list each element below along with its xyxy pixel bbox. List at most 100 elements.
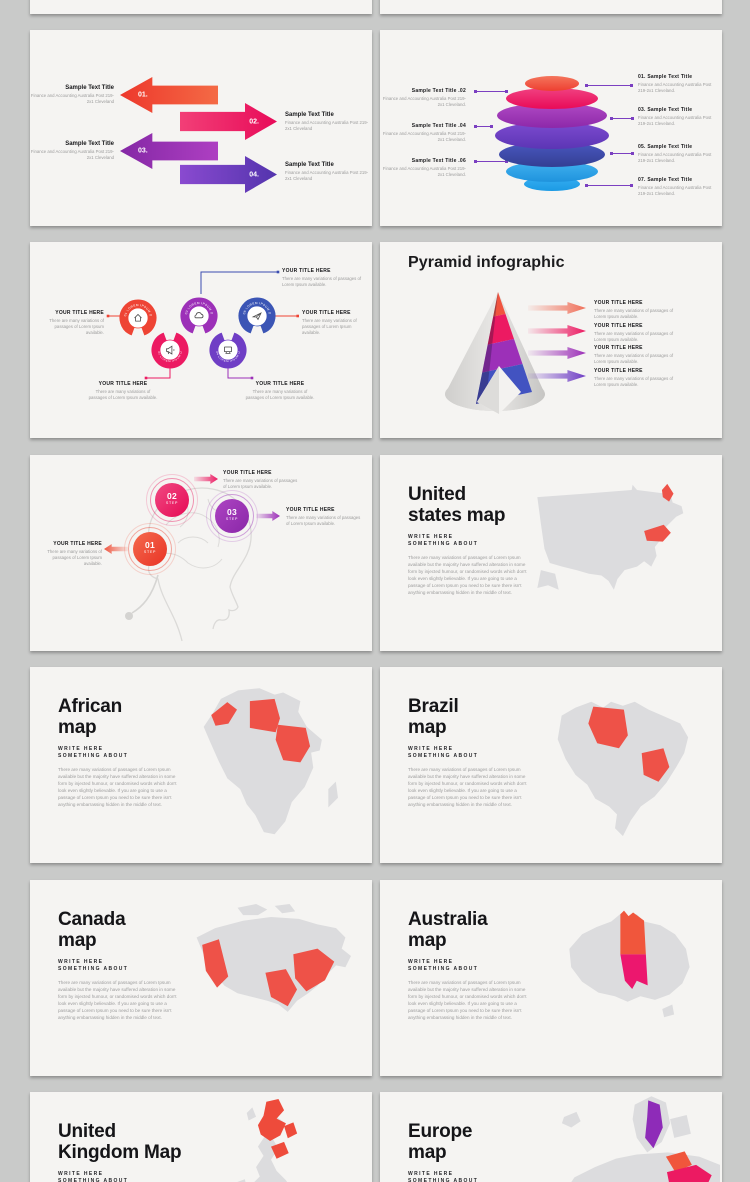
slide-subtitle: WRITE HERE SOMETHING ABOUT bbox=[58, 746, 128, 760]
map-region-iceland bbox=[561, 1111, 581, 1128]
label-title: 07. Sample Text Title bbox=[638, 177, 693, 183]
label-desc: There are many variations of passages of… bbox=[286, 515, 361, 526]
title-line-1: Australia bbox=[408, 909, 488, 930]
map-region-bahia bbox=[641, 748, 670, 782]
step-circle-01: 01 STEP bbox=[124, 523, 176, 575]
connector-line bbox=[585, 84, 633, 87]
title-line-1: African bbox=[58, 696, 123, 717]
subtitle-line-2: SOMETHING ABOUT bbox=[408, 1178, 479, 1182]
subtitle-line-2: SOMETHING ABOUT bbox=[58, 753, 129, 759]
label-desc: There are many variations of passages of… bbox=[49, 318, 104, 335]
label-title: YOUR TITLE HERE bbox=[98, 381, 148, 387]
step-ring-3 bbox=[180, 297, 218, 334]
label-desc: There are many variations of passages of… bbox=[594, 331, 674, 342]
arrow-desc: Finance and Accounting Australia Post 21… bbox=[285, 170, 369, 181]
slide-title: United Kingdom Map bbox=[58, 1121, 182, 1163]
subtitle-line-1: WRITE HERE bbox=[408, 1171, 454, 1177]
slide-body-text: There are many variations of passages of… bbox=[58, 767, 177, 808]
slide-arrows-infographic: 01. Sample Text Title Finance and Accoun… bbox=[30, 30, 372, 226]
map-region-sweden bbox=[645, 1100, 663, 1149]
snake-label-top: YOUR TITLE HERE There are many variation… bbox=[282, 268, 362, 288]
step-caption: STEP bbox=[165, 501, 179, 505]
home-icon bbox=[134, 313, 142, 322]
label-desc: Finance and Accounting Australia Post 21… bbox=[382, 166, 466, 177]
snake-label-bottom-1: YOUR TITLE HERE There are many variation… bbox=[88, 381, 158, 401]
connector-line bbox=[610, 152, 634, 155]
map-region-scotland-north bbox=[257, 1099, 286, 1141]
ellipse-layer-6 bbox=[506, 161, 598, 182]
slide-united-states-map: United states map WRITE HERE SOMETHING ABO… bbox=[380, 455, 722, 651]
map-region-sudan bbox=[275, 724, 311, 763]
label-title: Sample Text Title .06 bbox=[411, 158, 466, 164]
label-title: 01. Sample Text Title bbox=[638, 74, 693, 80]
cone-band-3 bbox=[482, 339, 523, 373]
title-line-2: map bbox=[408, 1141, 447, 1163]
label-desc: There are many variations of passages of… bbox=[282, 276, 362, 287]
cone-band-2 bbox=[487, 314, 514, 345]
connector-dot bbox=[106, 314, 110, 318]
label-title: YOUR TITLE HERE bbox=[255, 381, 305, 387]
inner-circle-3 bbox=[188, 305, 210, 327]
cone-notch-shade bbox=[477, 366, 499, 414]
map-region-british-columbia bbox=[202, 939, 229, 988]
step-ring-2 bbox=[151, 332, 189, 369]
inner-circle-1 bbox=[127, 307, 149, 329]
svg-text:05 LOREM IPSUM DOLOR SIT: 05 LOREM IPSUM DOLOR SIT bbox=[30, 242, 272, 315]
slide-subtitle: WRITE HERE SOMETHING ABOUT bbox=[408, 1171, 478, 1182]
slide-title: African map bbox=[58, 696, 123, 738]
connector-elbow-top bbox=[200, 271, 278, 294]
svg-text:01 LOREM IPSUM DOLOR SIT: 01 LOREM IPSUM DOLOR SIT bbox=[30, 242, 153, 317]
label-title: YOUR TITLE HERE bbox=[302, 310, 351, 316]
paper-plane-icon bbox=[251, 312, 262, 321]
monitor-icon bbox=[224, 346, 232, 354]
cone-band-1 bbox=[493, 292, 506, 317]
connector-line bbox=[610, 117, 634, 120]
map-region-northern-ireland bbox=[237, 1179, 246, 1182]
title-line-1: United bbox=[408, 484, 466, 505]
step-ring-4 bbox=[209, 332, 247, 369]
subtitle-line-1: WRITE HERE bbox=[408, 959, 454, 965]
snake-label-left: YOUR TITLE HERE There are many variation… bbox=[44, 310, 104, 336]
slide-subtitle: WRITE HERE SOMETHING ABOUT bbox=[58, 1171, 128, 1182]
connector-elbow-bottom-2 bbox=[227, 368, 252, 379]
snake-timeline-graphic: 01 LOREM IPSUM DOLOR SIT 02 LOREM IPSUM … bbox=[30, 242, 299, 380]
map-region-tasmania bbox=[662, 1004, 675, 1018]
title-line-1: Brazil bbox=[408, 696, 459, 717]
arrow-shape-01: 01. bbox=[120, 77, 218, 113]
ellipse-layer-1 bbox=[525, 76, 579, 91]
arrow-label-04: Sample Text Title Finance and Accounting… bbox=[285, 162, 371, 182]
slide-title: Australia map bbox=[408, 909, 488, 951]
slide-title: Brazil map bbox=[408, 696, 459, 738]
map-region-morocco bbox=[211, 702, 237, 726]
arrow-title: Sample Text Title bbox=[285, 112, 334, 118]
slide-subtitle: WRITE HERE SOMETHING ABOUT bbox=[408, 534, 478, 548]
map-region-scotland-east bbox=[284, 1122, 298, 1139]
label-title: YOUR TITLE HERE bbox=[282, 268, 331, 274]
connector-dot bbox=[276, 270, 280, 274]
label-desc: Finance and Accounting Australia Post 21… bbox=[382, 131, 466, 142]
map-region-scotland-south bbox=[271, 1141, 289, 1159]
map-region-arctic-islands-2 bbox=[274, 903, 296, 914]
label-desc: There are many variations of passages of… bbox=[594, 353, 674, 364]
fade-arrow-right-top bbox=[194, 474, 218, 484]
snake-label-bottom-2: YOUR TITLE HERE There are many variation… bbox=[245, 381, 315, 401]
slide-title: United states map bbox=[408, 484, 505, 526]
label-desc: There are many variations of passages of… bbox=[302, 318, 357, 335]
arc-label-1: 01 LOREM IPSUM DOLOR SIT bbox=[30, 242, 153, 317]
brain-label-1: YOUR TITLE HERE There are many variation… bbox=[42, 541, 102, 567]
arrow-label-03: Sample Text Title Finance and Accounting… bbox=[30, 141, 114, 161]
arrow-number: 02. bbox=[249, 118, 259, 125]
slide-title: Canada map bbox=[58, 909, 126, 951]
title-line-2: map bbox=[58, 716, 97, 738]
subtitle-line-2: SOMETHING ABOUT bbox=[58, 1178, 129, 1182]
step-ring-5 bbox=[238, 297, 276, 334]
title-line-1: Canada bbox=[58, 909, 126, 930]
connector-elbow-bottom-1 bbox=[146, 368, 171, 379]
title-line-2: map bbox=[408, 716, 447, 738]
united-kingdom-map-graphic bbox=[237, 1099, 298, 1182]
arrow-number: 04. bbox=[249, 171, 259, 178]
label-desc: There are many variations of passages of… bbox=[594, 308, 674, 319]
step-number: 02 bbox=[166, 490, 178, 501]
connector-line bbox=[585, 184, 633, 187]
ellipse-label-right-3: 05. Sample Text Title Finance and Accoun… bbox=[638, 144, 720, 164]
